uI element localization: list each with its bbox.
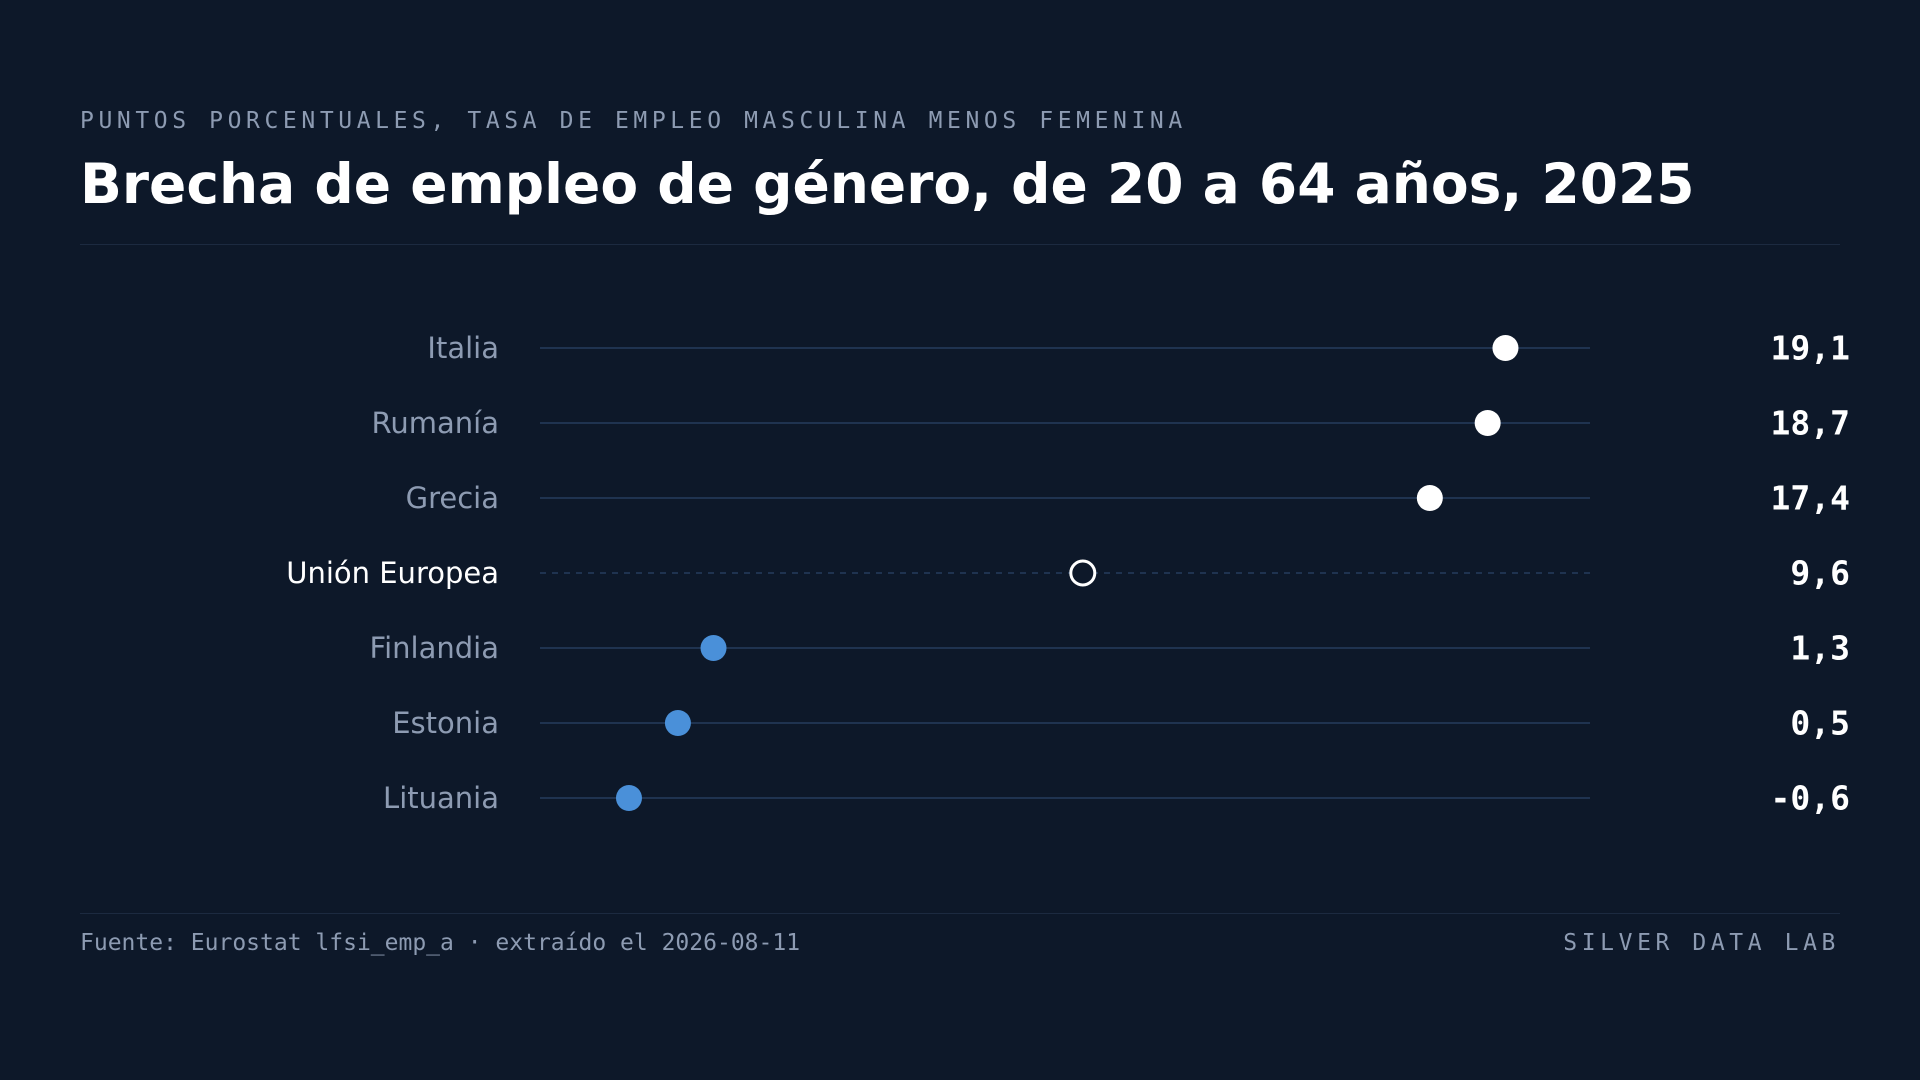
value-label-grecia: 17,4 xyxy=(1771,479,1850,518)
chart-title: Brecha de empleo de género, de 20 a 64 a… xyxy=(80,152,1695,216)
source-note: Fuente: Eurostat lfsi_emp_a · extraído e… xyxy=(80,930,801,956)
value-label-italia: 19,1 xyxy=(1771,329,1850,368)
category-label-rumania: Rumanía xyxy=(372,406,499,440)
header-divider xyxy=(80,244,1840,245)
data-point-lituania xyxy=(615,785,642,811)
category-label-lituania: Lituania xyxy=(383,781,499,815)
chart-subtitle: PUNTOS PORCENTUALES, TASA DE EMPLEO MASC… xyxy=(80,108,1187,134)
data-points xyxy=(615,335,1519,811)
category-label-grecia: Grecia xyxy=(406,481,499,515)
track-lines xyxy=(540,347,1590,799)
category-label-union-europea: Unión Europea xyxy=(286,556,499,590)
category-labels: Italia Rumanía Grecia Unión Europea Finlandi… xyxy=(286,331,499,815)
data-point-italia xyxy=(1492,335,1519,361)
value-label-finlandia: 1,3 xyxy=(1790,629,1850,668)
data-point-finlandia xyxy=(700,635,727,661)
data-point-rumania xyxy=(1474,410,1501,436)
data-point-grecia xyxy=(1416,485,1443,511)
data-point-union-europea xyxy=(1069,559,1097,587)
value-label-union-europea: 9,6 xyxy=(1790,554,1850,593)
value-labels: 19,1 18,7 17,4 9,6 1,3 0,5 -0,6 xyxy=(1771,329,1850,818)
value-label-lituania: -0,6 xyxy=(1771,779,1850,818)
value-label-rumania: 18,7 xyxy=(1771,404,1850,443)
category-label-italia: Italia xyxy=(427,331,499,365)
footer-divider xyxy=(80,913,1840,914)
category-label-finlandia: Finlandia xyxy=(370,631,499,665)
value-label-estonia: 0,5 xyxy=(1790,704,1850,743)
data-point-estonia xyxy=(664,710,691,736)
category-label-estonia: Estonia xyxy=(392,706,499,740)
brand-label: SILVER DATA LAB xyxy=(1563,930,1840,956)
